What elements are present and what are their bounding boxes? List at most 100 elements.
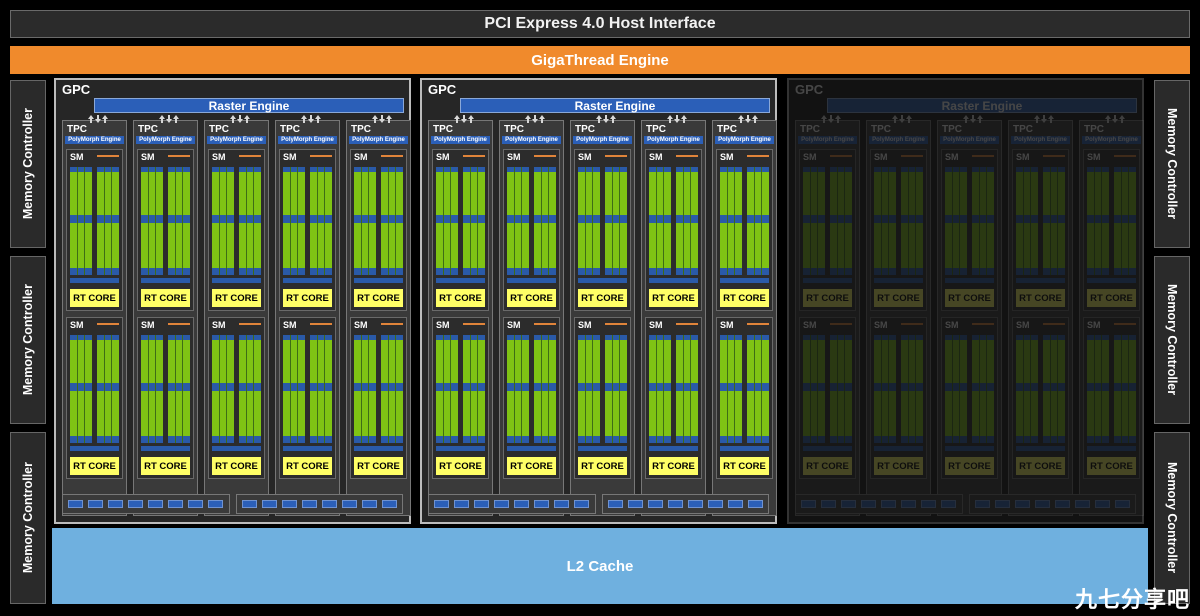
core-divider [226, 335, 227, 443]
sm-texture-bar [283, 446, 332, 451]
core-divider [761, 167, 762, 275]
cuda-core-block [747, 223, 769, 268]
sm-instruction-bar [972, 323, 994, 325]
core-divider [175, 167, 176, 275]
sm-block: SM RT CORE [645, 149, 702, 311]
core-divider [979, 167, 980, 275]
sm-core-column [283, 335, 305, 443]
sm-label: SM [436, 152, 450, 162]
raster-engine: Raster Engine [460, 98, 770, 113]
sm-texture-bar [354, 446, 403, 451]
rop-unit [188, 500, 203, 508]
sm-label: SM [874, 152, 888, 162]
cuda-core-block [874, 172, 896, 215]
memory-controller-left-3: Memory Controller [10, 432, 46, 604]
rt-core: RT CORE [578, 457, 627, 475]
polymorph-engine: PolyMorph Engine [715, 136, 774, 144]
core-divider [361, 335, 362, 443]
core-divider [104, 167, 105, 275]
sm-core-column [436, 167, 458, 275]
sm-core-column [354, 167, 376, 275]
data-flow-arrows [821, 115, 841, 123]
polymorph-engine: PolyMorph Engine [65, 136, 124, 144]
polymorph-engine: PolyMorph Engine [869, 136, 928, 144]
sm-core-column [168, 167, 190, 275]
rop-unit [382, 500, 397, 508]
sm-block: SM RT CORE [716, 317, 773, 479]
sm-instruction-bar [747, 323, 769, 325]
sm-instruction-bar [168, 155, 190, 157]
core-divider [111, 335, 112, 443]
core-divider [952, 167, 953, 275]
cuda-core-block [534, 391, 556, 436]
tpc-block: TPC PolyMorph Engine SM RT CORE SM RT CORE [346, 115, 411, 516]
sm-label: SM [945, 152, 959, 162]
cuda-core-block [507, 223, 529, 268]
cuda-core-block [945, 340, 967, 383]
rop-unit [88, 500, 103, 508]
cuda-core-block [354, 172, 376, 215]
core-divider [1094, 335, 1095, 443]
data-flow-arrows [88, 115, 108, 123]
sm-core-column [534, 167, 556, 275]
gigathread-engine: GigaThread Engine [10, 46, 1190, 74]
arrow-up-icon [835, 115, 841, 123]
sm-core-column [972, 335, 994, 443]
core-divider [656, 167, 657, 275]
sm-block: SM RT CORE [799, 149, 856, 311]
sm-texture-bar [212, 446, 261, 451]
cuda-core-block [212, 340, 234, 383]
sm-block: SM RT CORE [870, 317, 927, 479]
cuda-core-block [1087, 340, 1109, 383]
core-divider [395, 167, 396, 275]
sm-core-column [1043, 335, 1065, 443]
core-divider [368, 167, 369, 275]
sm-instruction-bar [97, 323, 119, 325]
sm-label: SM [507, 320, 521, 330]
cuda-core-block [605, 340, 627, 383]
arrow-up-icon [88, 115, 94, 123]
sm-label: SM [578, 320, 592, 330]
rt-core: RT CORE [436, 289, 485, 307]
tpc-label: TPC [871, 124, 891, 135]
core-divider [84, 167, 85, 275]
cuda-core-block [830, 172, 852, 215]
core-divider [182, 167, 183, 275]
sm-texture-bar [578, 278, 627, 283]
cuda-core-block [168, 340, 190, 383]
sm-texture-bar [578, 446, 627, 451]
sm-cores [720, 335, 769, 443]
sm-label: SM [945, 320, 959, 330]
cuda-core-block [310, 391, 332, 436]
sm-cores [803, 167, 852, 275]
core-divider [477, 167, 478, 275]
sm-cores [578, 167, 627, 275]
core-divider [1128, 335, 1129, 443]
rop-unit [1115, 500, 1130, 508]
sm-block: SM RT CORE [941, 317, 998, 479]
sm-instruction-bar [168, 323, 190, 325]
sm-core-column [1087, 167, 1109, 275]
core-divider [908, 167, 909, 275]
cuda-core-block [381, 391, 403, 436]
sm-cores [70, 335, 119, 443]
sm-instruction-bar [901, 155, 923, 157]
cuda-core-block [747, 340, 769, 383]
cuda-core-block [747, 172, 769, 215]
sm-texture-bar [874, 446, 923, 451]
cuda-core-block [1114, 340, 1136, 383]
cuda-core-block [97, 340, 119, 383]
cuda-core-block [463, 391, 485, 436]
sm-texture-bar [649, 446, 698, 451]
sm-core-column [901, 335, 923, 443]
tpc-label: TPC [433, 124, 453, 135]
sm-cores [945, 167, 994, 275]
cuda-core-block [649, 223, 671, 268]
core-divider [388, 167, 389, 275]
sm-label: SM [578, 152, 592, 162]
rt-core: RT CORE [141, 457, 190, 475]
core-divider [585, 167, 586, 275]
sm-block: SM RT CORE [799, 317, 856, 479]
cuda-core-block [239, 223, 261, 268]
sm-label: SM [354, 152, 368, 162]
